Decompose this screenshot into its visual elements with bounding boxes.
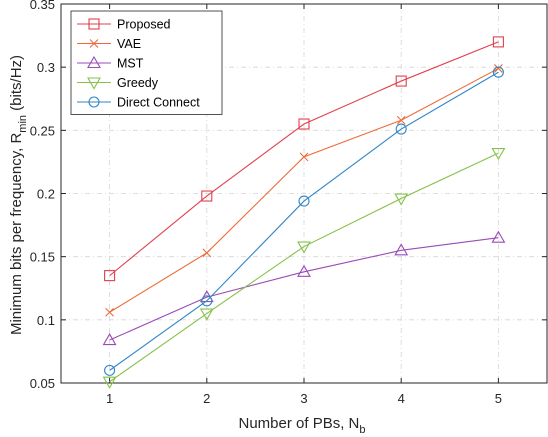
marker-circle xyxy=(492,66,504,78)
marker-triangle-down xyxy=(297,241,311,254)
legend-item: Direct Connect xyxy=(77,96,200,110)
series-vae xyxy=(105,64,503,317)
x-tick-label: 1 xyxy=(106,391,113,406)
series-greedy xyxy=(102,148,506,389)
legend: Proposed VAE MST Greedy Direct Connect xyxy=(70,10,223,115)
series-line xyxy=(109,237,499,341)
legend-label: Proposed xyxy=(117,18,171,32)
x-tick-label: 5 xyxy=(495,391,502,406)
legend-label: Direct Connect xyxy=(117,96,200,110)
marker-triangle-up xyxy=(297,264,311,277)
legend-label: Greedy xyxy=(117,76,159,90)
marker-circle xyxy=(104,364,116,376)
y-tick-label: 0.1 xyxy=(37,313,55,328)
series-line xyxy=(109,41,499,277)
legend-item: MST xyxy=(77,55,144,71)
y-axis-label-main: Minimum bits per frequency, R xyxy=(8,133,25,335)
y-tick-label: 0.15 xyxy=(30,250,55,265)
marker-triangle-up xyxy=(491,230,506,243)
marker-triangle-down xyxy=(199,308,214,321)
x-tick-label: 3 xyxy=(300,391,307,406)
marker-triangle-down xyxy=(491,148,506,161)
legend-item: Proposed xyxy=(77,18,171,32)
x-axis-label: Number of PBs, Nb xyxy=(239,415,366,436)
y-tick-label: 0.05 xyxy=(30,376,55,391)
marker-square xyxy=(88,18,100,30)
x-tick-label: 4 xyxy=(398,391,405,406)
marker-triangle-down xyxy=(102,376,117,389)
marker-triangle-up xyxy=(102,332,117,346)
y-axis-label: Minimum bits per frequency, Rmin (bits/H… xyxy=(8,55,29,335)
series-line xyxy=(109,71,499,371)
x-tick-label: 2 xyxy=(203,391,210,406)
legend-item: Greedy xyxy=(77,76,159,90)
marker-x xyxy=(494,64,503,73)
y-tick-label: 0.35 xyxy=(30,0,55,12)
data-series xyxy=(102,36,506,389)
marker-circle xyxy=(395,123,407,135)
legend-label: MST xyxy=(117,57,144,71)
marker-circle xyxy=(88,96,100,108)
marker-triangle-down xyxy=(394,193,409,206)
legend-item: VAE xyxy=(77,37,141,51)
marker-triangle-up xyxy=(87,55,101,69)
marker-square xyxy=(492,36,504,48)
axis-ticks: 1 2 3 4 5 0.05 0.1 0.15 0.2 0.25 0.3 0.35 xyxy=(30,0,547,406)
x-axis-label-subscript: b xyxy=(359,424,365,436)
y-tick-label: 0.25 xyxy=(30,123,55,138)
marker-x xyxy=(299,152,309,162)
marker-circle xyxy=(298,195,310,207)
marker-square xyxy=(201,190,213,202)
y-tick-label: 0.2 xyxy=(37,187,55,202)
marker-x xyxy=(396,115,406,125)
marker-square xyxy=(298,118,310,130)
marker-triangle-up xyxy=(394,243,409,256)
marker-circle xyxy=(201,295,213,307)
series-direct-connect xyxy=(104,66,504,376)
marker-square xyxy=(104,270,116,282)
marker-triangle-down xyxy=(87,77,101,90)
legend-label: VAE xyxy=(117,37,141,51)
y-axis-label-subscript: min xyxy=(17,115,29,133)
series-proposed xyxy=(104,36,504,282)
marker-x xyxy=(89,39,99,48)
x-axis-label-main: Number of PBs, N xyxy=(239,415,360,432)
series-line xyxy=(109,152,499,383)
y-axis-label-unit: (bits/Hz) xyxy=(8,55,25,115)
marker-x xyxy=(202,248,212,258)
marker-square xyxy=(395,75,407,87)
marker-x xyxy=(105,307,114,317)
y-tick-label: 0.3 xyxy=(37,60,55,75)
